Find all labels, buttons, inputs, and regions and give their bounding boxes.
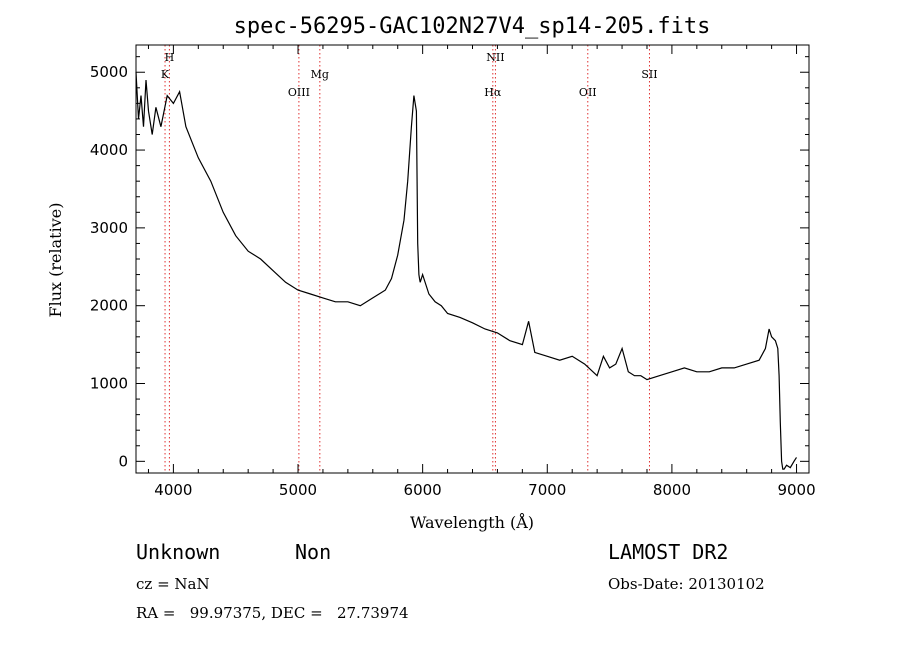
y-tick-label: 5000	[90, 63, 128, 81]
spectral-line-label: K	[161, 68, 170, 81]
y-tick-label: 1000	[90, 375, 128, 393]
x-tick-label: 4000	[154, 481, 192, 499]
x-tick-label: 6000	[404, 481, 442, 499]
x-tick-label: 9000	[777, 481, 815, 499]
y-tick-label: 0	[118, 452, 128, 470]
obs-date: Obs-Date: 20130102	[608, 575, 765, 593]
object-subclass: Non	[295, 540, 332, 564]
spectral-line-label: OIII	[288, 86, 310, 99]
x-axis-label: Wavelength (Å)	[410, 512, 534, 532]
object-class: Unknown	[136, 540, 221, 564]
y-tick-label: 3000	[90, 219, 128, 237]
y-tick-label: 2000	[90, 297, 128, 315]
spectral-line-label: SII	[641, 68, 657, 81]
x-tick-label: 7000	[528, 481, 566, 499]
redshift-text: cz = NaN	[136, 575, 210, 593]
plot-frame	[135, 44, 810, 474]
spectrum-line	[135, 72, 798, 470]
x-tick-label: 5000	[279, 481, 317, 499]
y-axis-label: Flux (relative)	[46, 203, 65, 318]
spectral-line-label: OII	[579, 86, 597, 99]
axis-ticks: 4000 5000 6000 7000 8000 9000 0 1000 2000 3000 400…	[90, 45, 816, 499]
spectral-line-label: Hα	[484, 86, 502, 99]
x-tick-label: 8000	[653, 481, 691, 499]
coordinates-text: RA = 99.97375, DEC = 27.73974	[136, 604, 409, 622]
spectral-line-label: H	[165, 51, 175, 64]
survey-name: LAMOST DR2	[608, 540, 729, 564]
y-tick-label: 4000	[90, 141, 128, 159]
spectral-line-label: NII	[486, 51, 504, 64]
chart-title: spec-56295-GAC102N27V4_sp14-205.fits	[234, 14, 711, 39]
spectral-line-label: Mg	[311, 68, 329, 81]
